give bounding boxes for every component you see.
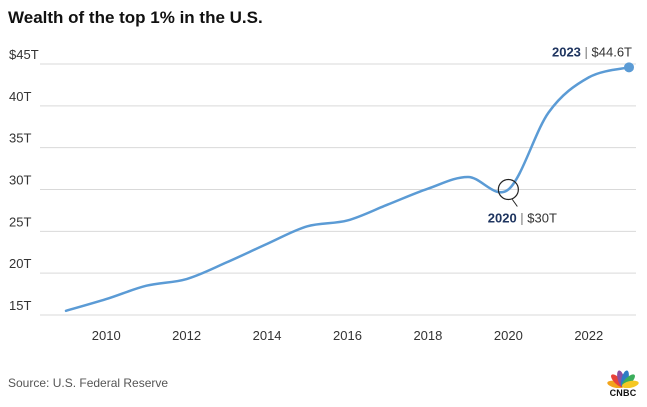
y-tick-label: 20T — [9, 256, 31, 271]
annotation-label-2023: 2023 | $44.6T — [552, 44, 632, 59]
x-tick-label: 2014 — [253, 328, 282, 343]
x-axis-ticks: 2010 2012 2014 2016 2018 2020 2022 — [92, 328, 603, 343]
x-tick-label: 2016 — [333, 328, 362, 343]
annotation-label-2020: 2020 | $30T — [488, 211, 557, 226]
y-tick-label: 40T — [9, 89, 31, 104]
y-tick-label: 15T — [9, 298, 31, 313]
y-tick-label: 30T — [9, 173, 31, 188]
series-layer — [64, 66, 631, 313]
y-tick-label: 35T — [9, 131, 31, 146]
x-tick-label: 2010 — [92, 328, 121, 343]
x-tick-label: 2022 — [574, 328, 603, 343]
grid-lines — [40, 63, 636, 316]
peacock-icon — [607, 370, 639, 389]
annotation-circle-2020 — [497, 178, 519, 201]
y-axis-ticks: 15T 20T 25T 30T 35T 40T $45T — [9, 47, 39, 313]
series-line — [64, 66, 631, 313]
peacock-feather — [621, 380, 639, 389]
x-tick-label: 2018 — [413, 328, 442, 343]
x-tick-label: 2012 — [172, 328, 201, 343]
source-note: Source: U.S. Federal Reserve — [8, 376, 169, 390]
chart-title: Wealth of the top 1% in the U.S. — [8, 8, 263, 27]
logo-text: CNBC — [609, 388, 637, 398]
annotation-dot-2023 — [624, 62, 634, 73]
x-tick-label: 2020 — [494, 328, 523, 343]
cnbc-logo: CNBC — [604, 362, 642, 402]
y-tick-label: $45T — [9, 47, 39, 62]
annotation-leader-2020 — [511, 199, 518, 207]
annotations: 2020 | $30T 2023 | $44.6T — [488, 44, 634, 226]
y-tick-label: 25T — [9, 214, 31, 229]
